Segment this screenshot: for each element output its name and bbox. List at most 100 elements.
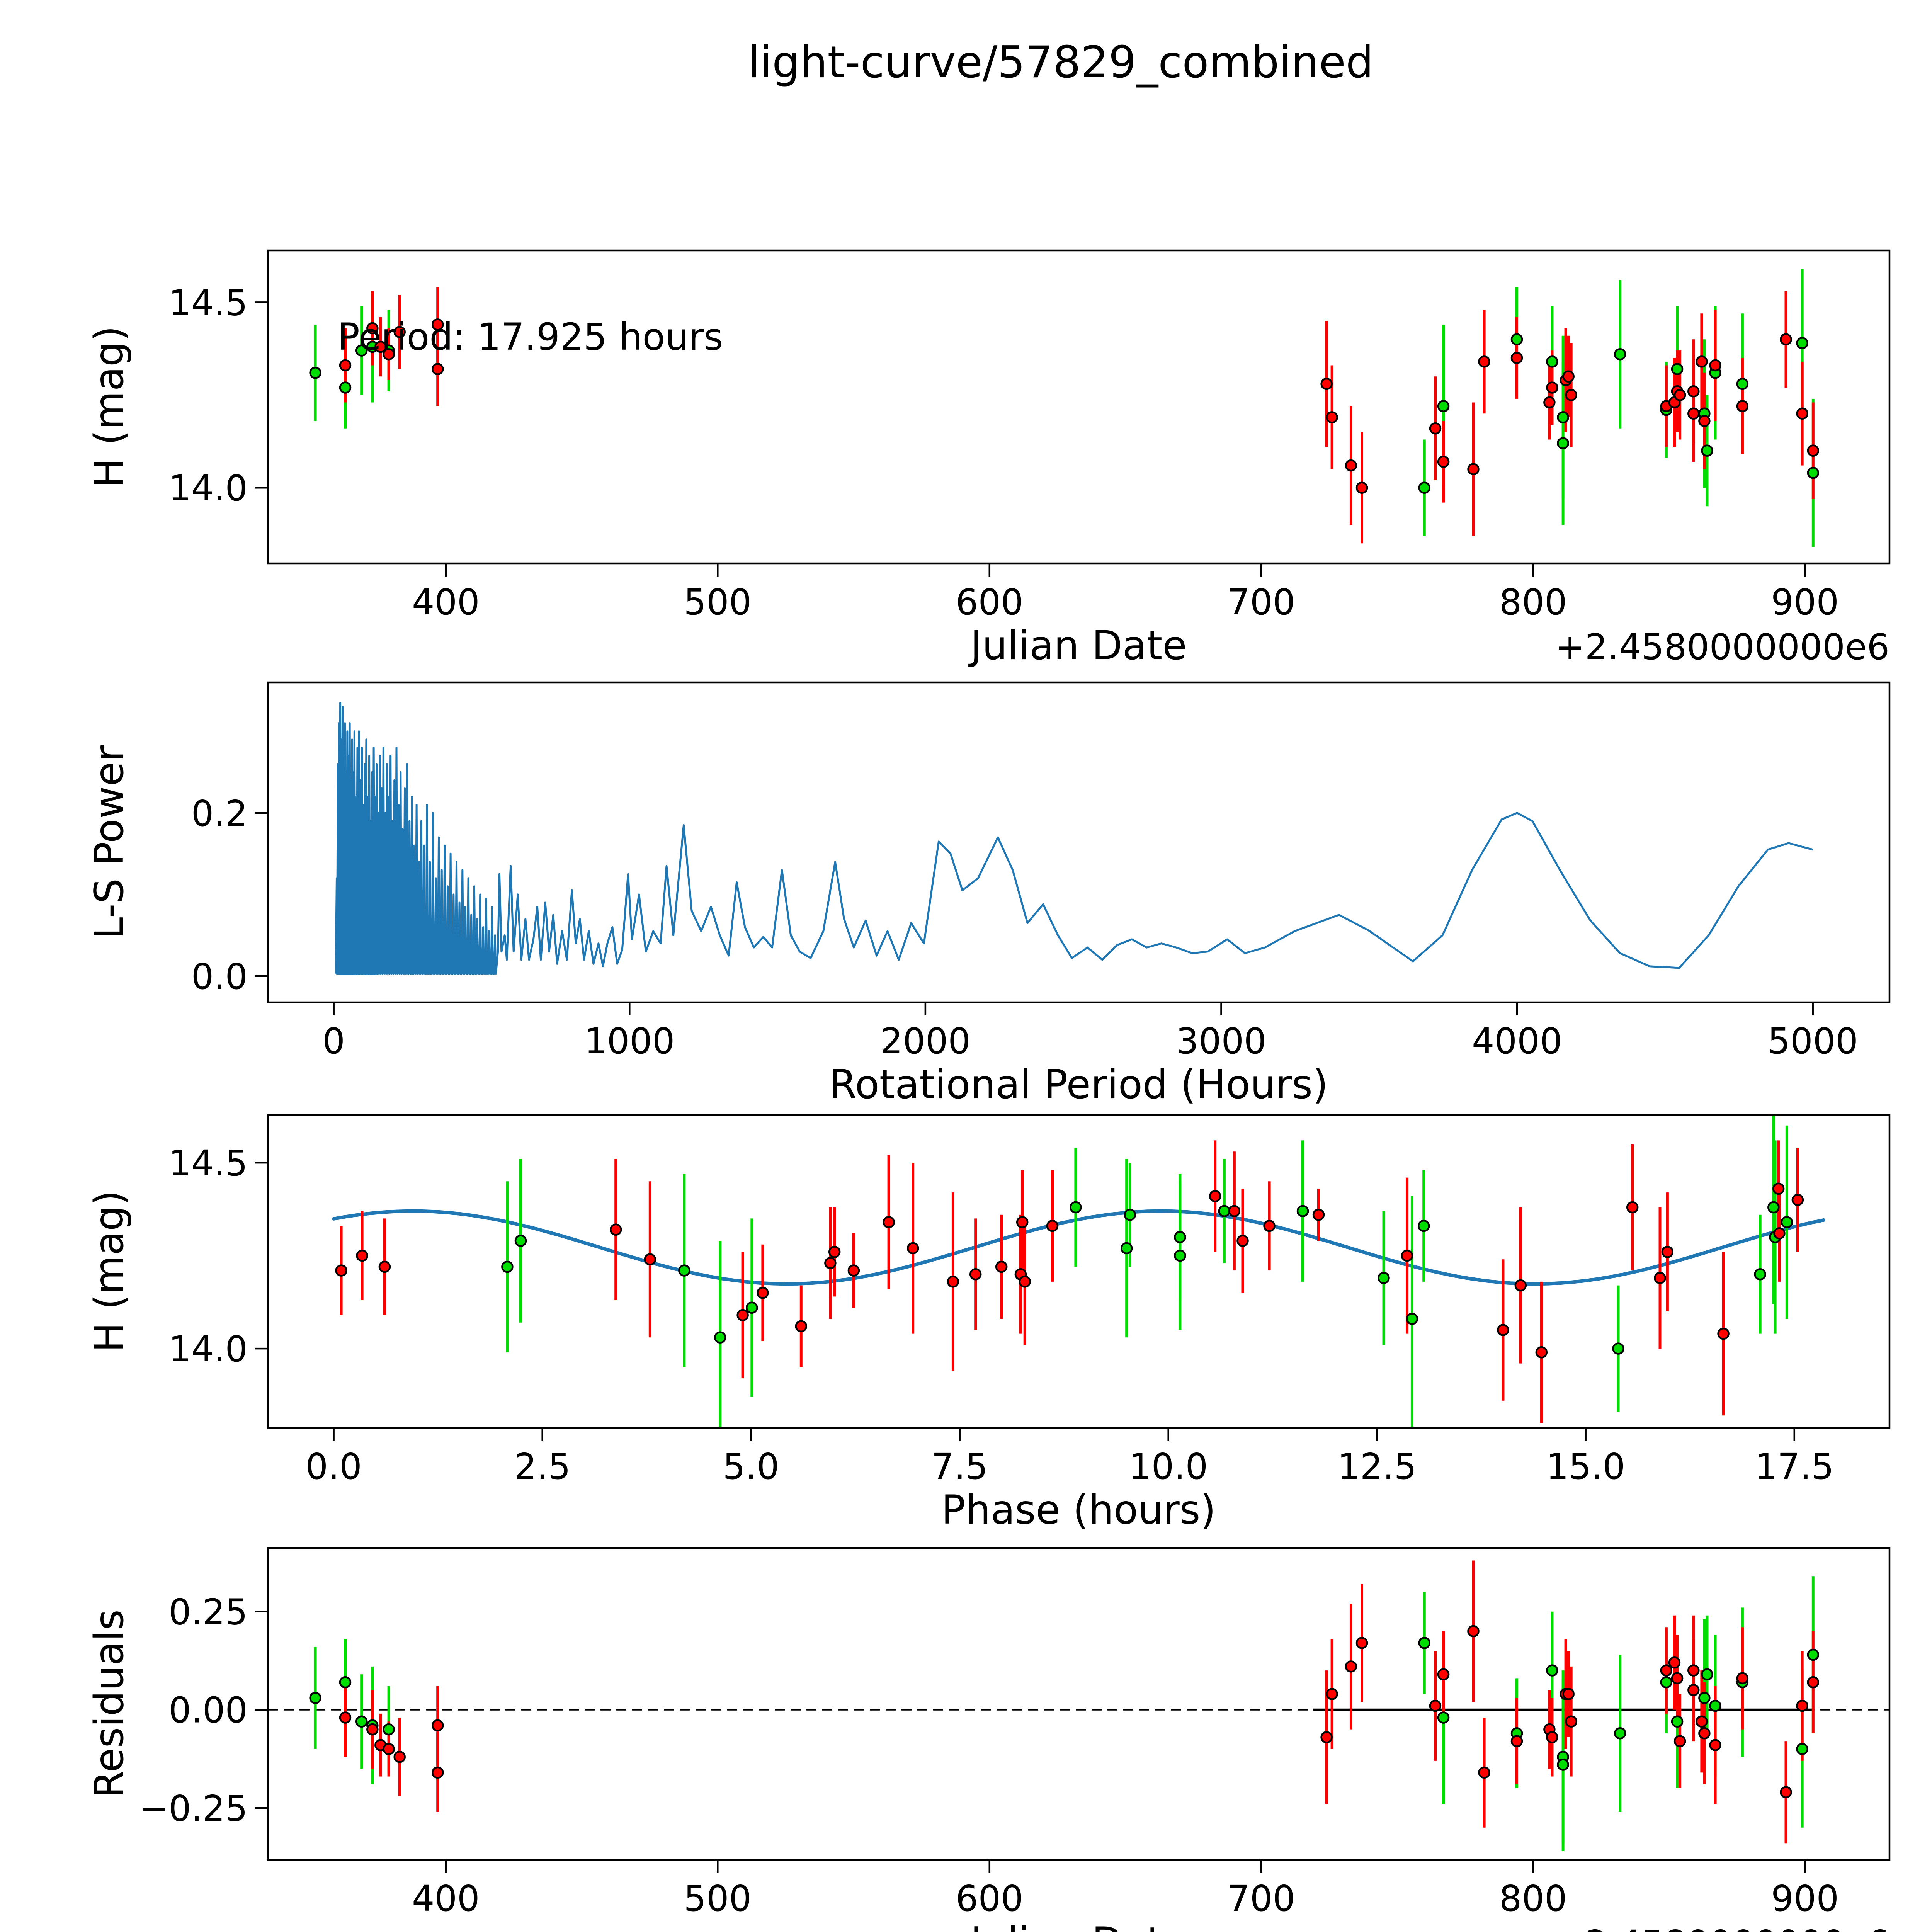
data-layer-jd: [309, 269, 1820, 547]
y-tick-label: 14.0: [168, 468, 248, 509]
data-point: [1562, 1688, 1575, 1700]
data-point: [1562, 370, 1575, 383]
data-point: [339, 381, 352, 394]
data-point: [1355, 1637, 1368, 1649]
data-point: [393, 1750, 406, 1763]
data-point: [1296, 1205, 1309, 1217]
data-point: [501, 1260, 514, 1273]
data-point: [828, 1246, 841, 1258]
data-point: [1654, 1272, 1666, 1284]
data-point: [1557, 437, 1569, 449]
axes-frame: [267, 681, 1891, 1003]
x-tick-label: 800: [1499, 1878, 1567, 1919]
data-point: [309, 1692, 321, 1704]
x-tick-label: 17.5: [1755, 1446, 1834, 1487]
data-point: [1326, 1688, 1338, 1700]
axes-frame: [267, 1114, 1891, 1429]
data-point: [431, 318, 444, 331]
data-point: [1320, 1731, 1333, 1743]
data-point: [514, 1235, 527, 1247]
data-point: [355, 1715, 368, 1728]
data-point: [644, 1253, 656, 1265]
x-tick-label: 600: [956, 582, 1024, 623]
data-point: [1614, 1727, 1626, 1740]
data-point: [1671, 1715, 1684, 1728]
data-point: [1614, 348, 1626, 361]
data-point: [1514, 1279, 1527, 1292]
data-point: [1796, 337, 1808, 349]
data-point: [1626, 1201, 1639, 1214]
data-point: [1698, 415, 1711, 427]
data-point: [1510, 352, 1523, 364]
data-point: [339, 1676, 352, 1689]
data-point: [1796, 1743, 1808, 1755]
data-point: [1701, 1668, 1713, 1681]
data-point: [1796, 407, 1808, 420]
data-point: [1429, 1699, 1442, 1712]
data-point: [1418, 1637, 1431, 1649]
data-point: [1673, 1735, 1686, 1747]
data-point: [1418, 481, 1431, 494]
figure-title: light-curve/57829_combined: [748, 37, 1373, 88]
data-point: [757, 1287, 769, 1299]
data-point: [1046, 1219, 1059, 1232]
data-point: [431, 1719, 444, 1732]
y-axis-label: L-S Power: [86, 745, 133, 939]
x-tick-label: 4000: [1472, 1020, 1562, 1062]
x-axis-offset-label: +2.4580000000e6: [1555, 626, 1889, 668]
data-point: [678, 1264, 690, 1277]
period-annotation: Period: 17.925 hours: [337, 315, 723, 359]
x-tick-label: 0: [322, 1020, 345, 1062]
data-point: [746, 1301, 758, 1314]
data-point: [736, 1309, 749, 1321]
data-point: [1174, 1231, 1186, 1243]
data-point: [1767, 1201, 1780, 1214]
x-tick-label: 7.5: [932, 1446, 988, 1487]
data-point: [355, 344, 368, 357]
x-tick-label: 400: [412, 1878, 480, 1919]
data-point: [1228, 1205, 1241, 1217]
data-point: [1320, 378, 1333, 390]
data-point: [1673, 389, 1686, 401]
data-point: [1557, 411, 1569, 423]
y-tick-label: 0.25: [168, 1592, 248, 1633]
x-tick-label: 900: [1771, 582, 1839, 623]
panel-jd: 400 500 600 700 800 900 14.0 14.5 Julian Date H (…: [86, 249, 1891, 669]
data-point: [1478, 355, 1490, 368]
data-point: [1345, 1660, 1357, 1673]
x-axis-offset-label: +2.4580000000e6: [1555, 1923, 1889, 1932]
data-point: [1406, 1313, 1418, 1325]
data-point: [1236, 1235, 1249, 1247]
data-point: [1263, 1219, 1276, 1232]
data-point: [1437, 400, 1450, 412]
data-point: [1312, 1209, 1325, 1221]
data-point: [1478, 1766, 1490, 1779]
data-point: [1807, 1648, 1820, 1661]
data-point: [1546, 1664, 1558, 1677]
data-point: [1687, 1664, 1700, 1677]
data-point: [1687, 385, 1700, 398]
x-tick-label: 10.0: [1129, 1446, 1208, 1487]
data-point: [431, 363, 444, 375]
y-tick-label: 0.2: [191, 793, 248, 834]
x-tick-label: 3000: [1176, 1020, 1266, 1062]
y-axis-label: H (mag): [86, 1190, 133, 1352]
data-point: [1671, 363, 1684, 375]
x-tick-label: 2000: [880, 1020, 971, 1062]
y-axis-label: H (mag): [86, 326, 133, 488]
x-tick-label: 1000: [584, 1020, 675, 1062]
data-point: [1709, 1739, 1721, 1751]
data-point: [1120, 1242, 1133, 1255]
y-tick-label: 14.5: [168, 1143, 248, 1184]
data-point: [1736, 400, 1749, 412]
data-point: [378, 1260, 391, 1273]
data-point: [1807, 1676, 1820, 1689]
x-tick-label: 12.5: [1337, 1446, 1417, 1487]
data-point: [1709, 359, 1721, 372]
data-point: [1218, 1205, 1231, 1217]
data-point: [1546, 381, 1558, 394]
data-point: [947, 1276, 959, 1288]
data-point: [1355, 481, 1368, 494]
x-tick-label: 5000: [1768, 1020, 1858, 1062]
data-point: [1671, 1672, 1684, 1685]
